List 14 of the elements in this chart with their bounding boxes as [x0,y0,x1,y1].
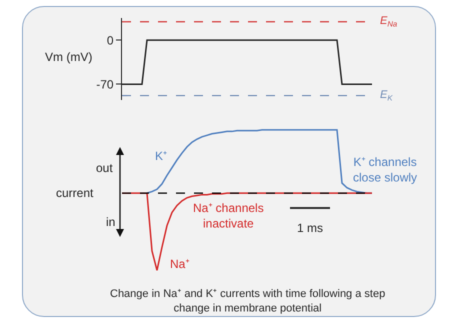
y-axis-title: Vm (mV) [45,50,92,64]
ref-line-label: E$_{K}$ [380,89,394,102]
annotation: K⁺ channels close slowly [353,155,418,185]
y-axis-title: current [56,186,94,200]
y-tick-label: -70 [96,77,114,92]
annotation: Na⁺ channels inactivate [193,201,264,231]
annotation: 1 ms [297,221,324,235]
series-label: Na⁺ [170,257,190,271]
text: in [106,215,116,229]
y-tick-label: 0 [106,33,114,48]
text: out [96,161,114,175]
ref-line-label: E$_{Na}$ [380,15,398,28]
series-label: K⁺ [155,149,168,163]
text: Change in Na⁺ and K⁺ currents with time following a step change in membrane potential [110,288,386,314]
